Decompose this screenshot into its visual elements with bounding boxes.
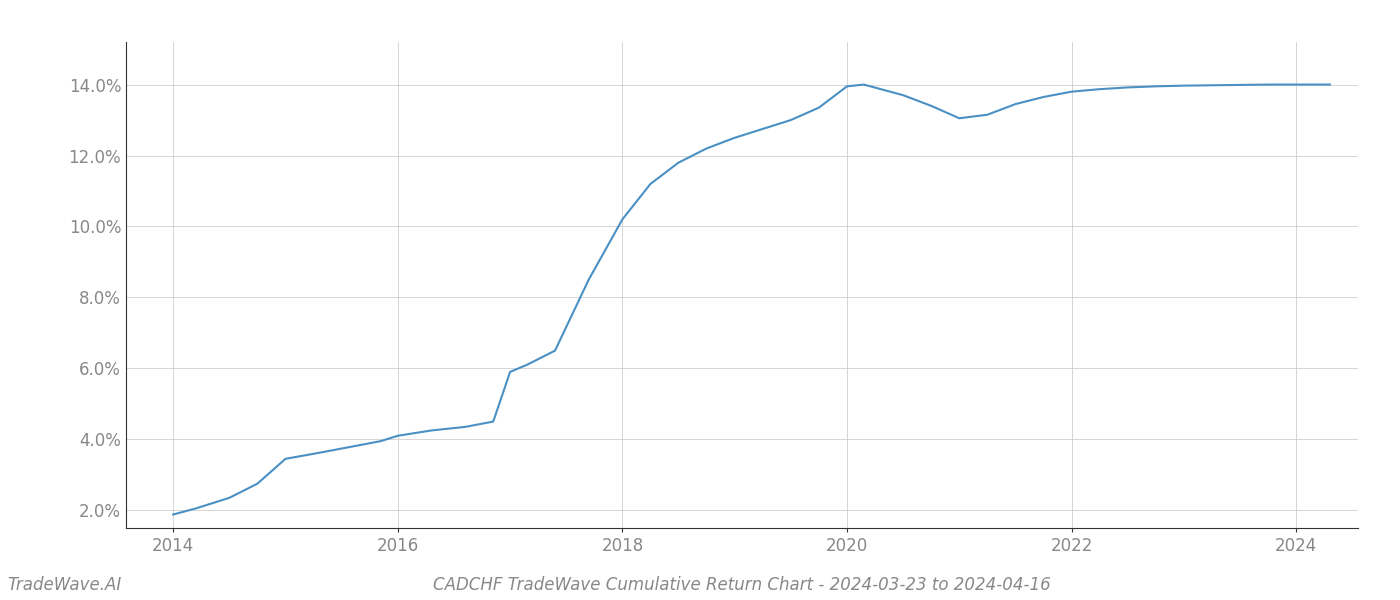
Text: TradeWave.AI: TradeWave.AI — [7, 576, 122, 594]
Text: CADCHF TradeWave Cumulative Return Chart - 2024-03-23 to 2024-04-16: CADCHF TradeWave Cumulative Return Chart… — [433, 576, 1051, 594]
